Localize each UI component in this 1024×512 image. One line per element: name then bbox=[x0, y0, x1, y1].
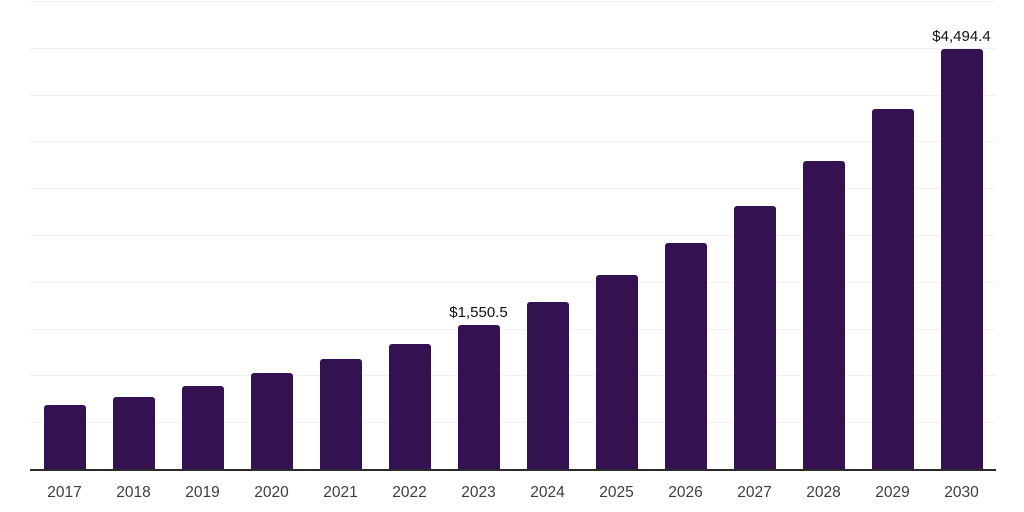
x-tick-label-2022: 2022 bbox=[392, 484, 427, 501]
bar-slot-2027 bbox=[720, 2, 789, 470]
x-tick-label-2020: 2020 bbox=[254, 484, 289, 501]
bar-slot-2029 bbox=[858, 2, 927, 470]
bar-2028 bbox=[802, 161, 845, 470]
bar-2020 bbox=[250, 373, 293, 470]
bar-slot-2019 bbox=[168, 2, 237, 470]
bar-2019 bbox=[181, 386, 224, 470]
bar-2018 bbox=[112, 397, 155, 470]
x-tick-label-2025: 2025 bbox=[599, 484, 634, 501]
x-axis-line bbox=[30, 469, 996, 471]
bar-slot-2026 bbox=[651, 2, 720, 470]
bar-slot-2021 bbox=[306, 2, 375, 470]
bar-slot-2028 bbox=[789, 2, 858, 470]
gridline-4000 bbox=[30, 94, 996, 96]
bar-2022 bbox=[388, 344, 431, 470]
bar-2017 bbox=[43, 404, 86, 470]
bar-slot-2030: $4,494.4 bbox=[927, 2, 996, 470]
bar-slot-2022 bbox=[375, 2, 444, 470]
x-tick-label-2027: 2027 bbox=[737, 484, 772, 501]
plot-area: $1,550.5 $4,494.4 bbox=[30, 1, 996, 470]
x-tick-label-2018: 2018 bbox=[116, 484, 151, 501]
x-tick-label-2030: 2030 bbox=[944, 484, 979, 501]
x-axis-labels: 2017 2018 2019 2020 2021 2022 2023 2024 2025 2026… bbox=[30, 484, 996, 503]
gridline-5000 bbox=[30, 1, 996, 2]
gridline-500 bbox=[30, 422, 996, 424]
bar-2025 bbox=[595, 274, 638, 470]
bar-2030: $4,494.4 bbox=[932, 29, 991, 470]
data-label-2030: $4,494.4 bbox=[932, 28, 991, 46]
bar-slot-2025 bbox=[582, 2, 651, 470]
bar-2027 bbox=[733, 206, 776, 470]
x-tick-label-2017: 2017 bbox=[47, 484, 82, 501]
bar-slot-2023: $1,550.5 bbox=[444, 2, 513, 470]
gridline-1500 bbox=[30, 328, 996, 330]
x-tick-label-2026: 2026 bbox=[668, 484, 703, 501]
gridline-3500 bbox=[30, 141, 996, 143]
bar-slot-2020 bbox=[237, 2, 306, 470]
gridline-3000 bbox=[30, 188, 996, 190]
x-tick-label-2029: 2029 bbox=[875, 484, 910, 501]
bar-slot-2024 bbox=[513, 2, 582, 470]
x-tick-label-2028: 2028 bbox=[806, 484, 841, 501]
bar-2026 bbox=[664, 243, 707, 470]
x-tick-label-2021: 2021 bbox=[323, 484, 358, 501]
bar-2029 bbox=[871, 109, 914, 470]
gridline-2500 bbox=[30, 235, 996, 236]
bar-2023: $1,550.5 bbox=[449, 305, 508, 470]
data-label-2023: $1,550.5 bbox=[449, 303, 508, 321]
gridline-4500 bbox=[30, 47, 996, 49]
x-tick-label-2023: 2023 bbox=[461, 484, 496, 501]
bar-slot-2018 bbox=[99, 2, 168, 470]
bar-2021 bbox=[319, 359, 362, 470]
bars-container: $1,550.5 $4,494.4 bbox=[30, 2, 996, 470]
bar-slot-2017 bbox=[30, 2, 99, 470]
gridline-2000 bbox=[30, 281, 996, 283]
gridline-1000 bbox=[30, 375, 996, 377]
x-tick-label-2019: 2019 bbox=[185, 484, 220, 501]
x-tick-label-2024: 2024 bbox=[530, 484, 565, 501]
bar-2024 bbox=[526, 302, 569, 470]
